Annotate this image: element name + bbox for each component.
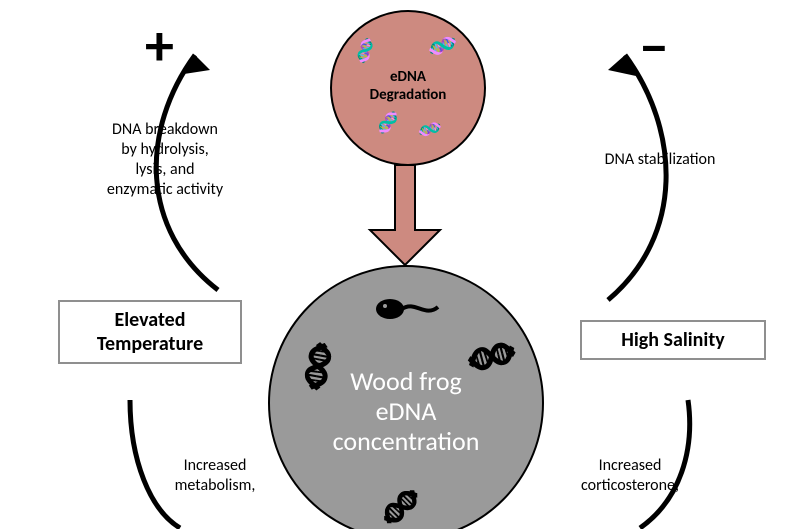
- down-block-arrow: [370, 165, 440, 265]
- left-bottom-line2: metabolism,: [140, 476, 290, 496]
- left-bottom-text: Increased metabolism,: [140, 456, 290, 496]
- right-mechanism-text: DNA stabilization: [600, 150, 720, 170]
- right-box-line1: High Salinity: [592, 328, 754, 352]
- dna-icon: 🧬: [350, 36, 380, 66]
- right-bottom-text: Increased corticosterone,: [550, 456, 710, 496]
- plus-sign: +: [145, 10, 174, 81]
- dna-icon: 🧬: [375, 110, 401, 136]
- left-box-line2: Temperature: [70, 332, 230, 356]
- diagram-stage: 🧬 🧬 🧬 🧬 eDNA Degradation 🧬 🧬: [0, 0, 800, 529]
- top-circle-label-line1: eDNA: [332, 68, 484, 86]
- right-bottom-line2: corticosterone,: [550, 476, 710, 496]
- edna-concentration-circle: 🧬 🧬 🧬 Wood frog eDNA concentration: [268, 265, 544, 529]
- left-bottom-line1: Increased: [140, 456, 290, 476]
- tadpole-icon: [370, 292, 440, 331]
- right-curve-arrow: [608, 55, 666, 300]
- top-circle-label-line2: Degradation: [332, 86, 484, 104]
- dna-icon: 🧬: [382, 489, 419, 526]
- right-bottom-line1: Increased: [550, 456, 710, 476]
- center-circle-label-line3: concentration: [270, 427, 542, 457]
- center-circle-label-line1: Wood frog: [270, 367, 542, 397]
- minus-sign: −: [640, 14, 668, 82]
- dna-icon: 🧬: [426, 30, 458, 62]
- edna-degradation-circle: 🧬 🧬 🧬 🧬 eDNA Degradation: [330, 10, 486, 166]
- left-box-line1: Elevated: [70, 308, 230, 332]
- dna-icon: 🧬: [417, 117, 444, 144]
- high-salinity-box: High Salinity: [580, 320, 766, 360]
- left-mechanism-text: DNA breakdown by hydrolysis, lysis, and …: [105, 120, 225, 200]
- center-circle-label-line2: eDNA: [270, 397, 542, 427]
- elevated-temperature-box: Elevated Temperature: [58, 300, 242, 364]
